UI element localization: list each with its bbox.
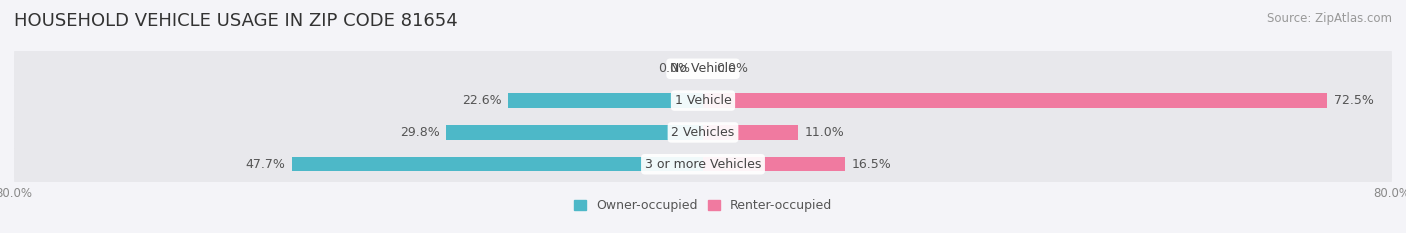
Text: 11.0%: 11.0% <box>804 126 845 139</box>
Text: 2 Vehicles: 2 Vehicles <box>672 126 734 139</box>
Text: 29.8%: 29.8% <box>399 126 440 139</box>
Text: 22.6%: 22.6% <box>461 94 502 107</box>
Text: 0.0%: 0.0% <box>716 62 748 75</box>
FancyBboxPatch shape <box>14 136 1392 192</box>
FancyBboxPatch shape <box>14 41 1392 97</box>
Bar <box>509 93 703 108</box>
Text: No Vehicle: No Vehicle <box>671 62 735 75</box>
Bar <box>703 93 1327 108</box>
Text: 47.7%: 47.7% <box>246 158 285 171</box>
Text: 1 Vehicle: 1 Vehicle <box>675 94 731 107</box>
Bar <box>446 125 703 140</box>
Text: 0.0%: 0.0% <box>658 62 690 75</box>
Text: HOUSEHOLD VEHICLE USAGE IN ZIP CODE 81654: HOUSEHOLD VEHICLE USAGE IN ZIP CODE 8165… <box>14 12 458 30</box>
Legend: Owner-occupied, Renter-occupied: Owner-occupied, Renter-occupied <box>568 194 838 217</box>
Bar <box>292 157 703 171</box>
FancyBboxPatch shape <box>14 72 1392 129</box>
Bar <box>703 157 845 171</box>
FancyBboxPatch shape <box>14 104 1392 161</box>
Text: 16.5%: 16.5% <box>852 158 891 171</box>
Bar <box>703 125 797 140</box>
Text: Source: ZipAtlas.com: Source: ZipAtlas.com <box>1267 12 1392 25</box>
Text: 3 or more Vehicles: 3 or more Vehicles <box>645 158 761 171</box>
Text: 72.5%: 72.5% <box>1334 94 1374 107</box>
